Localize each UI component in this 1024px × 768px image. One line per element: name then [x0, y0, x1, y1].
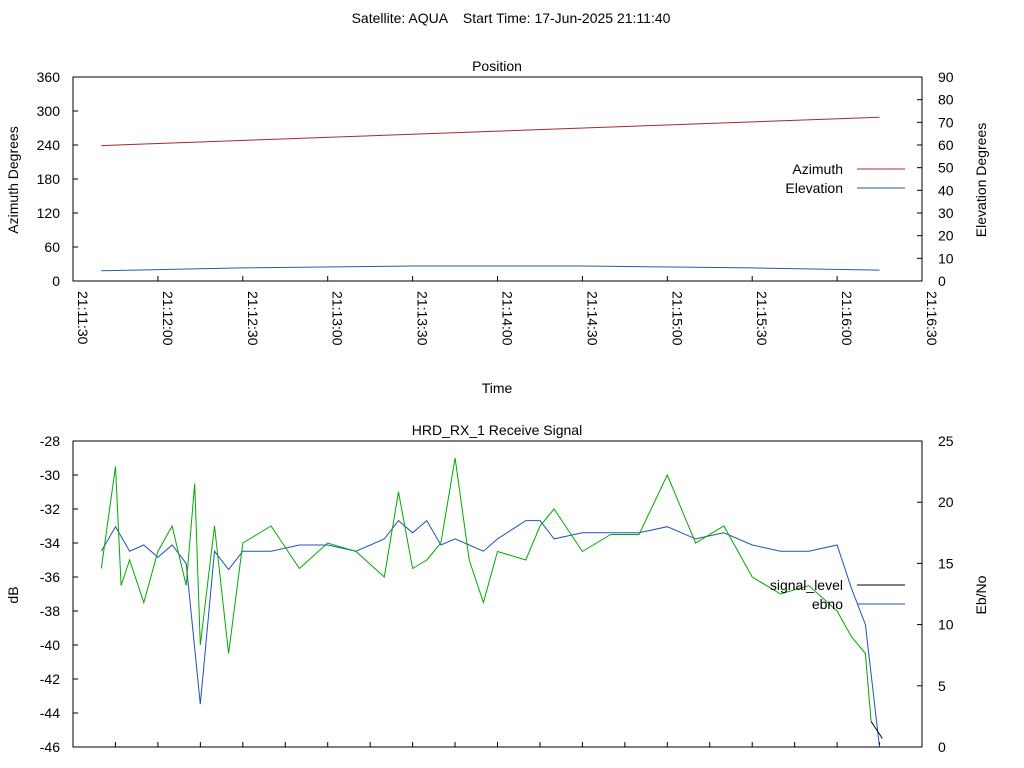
position-ylabel: Azimuth Degrees [5, 126, 21, 233]
y-tick-label: 360 [37, 69, 61, 85]
y2-tick-label: 25 [938, 433, 954, 449]
position-plot-frame [72, 76, 923, 282]
y-tick-label: -46 [40, 739, 60, 755]
x-tick-label: 21:13:00 [330, 291, 346, 346]
y-tick-label: -30 [40, 467, 60, 483]
y2-tick-label: 40 [938, 182, 954, 198]
legend-label-ebno: ebno [812, 596, 843, 612]
signal-title: HRD_RX_1 Receive Signal [412, 422, 582, 438]
x-tick-label: 21:12:30 [245, 291, 261, 346]
x-tick-label: 21:16:00 [839, 291, 855, 346]
position-title: Position [472, 58, 522, 74]
series-signal-level [870, 721, 883, 739]
series-signal [100, 457, 872, 722]
legend-label-elevation: Elevation [785, 180, 843, 196]
signal-legend: signal_level ebno [770, 577, 905, 612]
y2-tick-label: 60 [938, 137, 954, 153]
y-tick-label: 120 [37, 205, 61, 221]
y-tick-label: 300 [37, 103, 61, 119]
x-tick-label: 21:11:30 [75, 291, 91, 345]
signal-ylabel: dB [5, 586, 21, 603]
x-tick-label: 21:12:00 [160, 291, 176, 346]
x-tick-label: 21:15:30 [754, 291, 770, 346]
position-chart: Position 0 60 120 180 240 300 360 0 10 20 30 40 50 60… [5, 58, 989, 396]
y2-tick-label: 50 [938, 160, 954, 176]
series-elevation [101, 265, 880, 272]
y-tick-label: 180 [37, 171, 61, 187]
y2-tick-label: 30 [938, 205, 954, 221]
position-legend: Azimuth Elevation [785, 161, 905, 196]
series-azimuth [101, 116, 880, 147]
y-tick-label: 240 [37, 137, 61, 153]
y2-tick-label: 10 [938, 617, 954, 633]
y2-tick-label: 70 [938, 114, 954, 130]
y-tick-label: -36 [40, 569, 60, 585]
legend-label-signal-level: signal_level [770, 577, 843, 593]
x-tick-label: 21:13:30 [415, 291, 431, 346]
y-tick-label: -32 [40, 501, 60, 517]
position-y2label: Elevation Degrees [973, 123, 989, 237]
y2-tick-label: 0 [938, 739, 946, 755]
y2-tick-label: 90 [938, 69, 954, 85]
series-ebno [100, 519, 880, 748]
x-tick-label: 21:16:30 [924, 291, 940, 346]
signal-chart: HRD_RX_1 Receive Signal -46 -44 -42 -40 -38 -… [5, 422, 989, 755]
y-tick-label: -40 [40, 637, 60, 653]
legend-label-azimuth: Azimuth [792, 161, 843, 177]
y-tick-label: 60 [44, 239, 60, 255]
y2-tick-label: 0 [938, 273, 946, 289]
y-tick-label: 0 [52, 273, 60, 289]
x-tick-label: 21:14:00 [500, 291, 516, 346]
position-xlabel: Time [482, 380, 513, 396]
y-tick-label: -44 [40, 705, 60, 721]
y-tick-label: -38 [40, 603, 60, 619]
x-tick-label: 21:15:00 [669, 291, 685, 346]
y2-tick-label: 5 [938, 678, 946, 694]
y2-tick-label: 15 [938, 555, 954, 571]
y2-tick-label: 10 [938, 250, 954, 266]
y2-tick-label: 80 [938, 92, 954, 108]
y-tick-label: -42 [40, 671, 60, 687]
signal-y2label: Eb/No [973, 575, 989, 614]
y2-tick-label: 20 [938, 494, 954, 510]
y-tick-label: -34 [40, 535, 60, 551]
y-tick-label: -28 [40, 433, 60, 449]
y2-tick-label: 20 [938, 228, 954, 244]
suptitle: Satellite: AQUA Start Time: 17-Jun-2025 … [352, 10, 671, 26]
x-tick-label: 21:14:30 [584, 291, 600, 346]
